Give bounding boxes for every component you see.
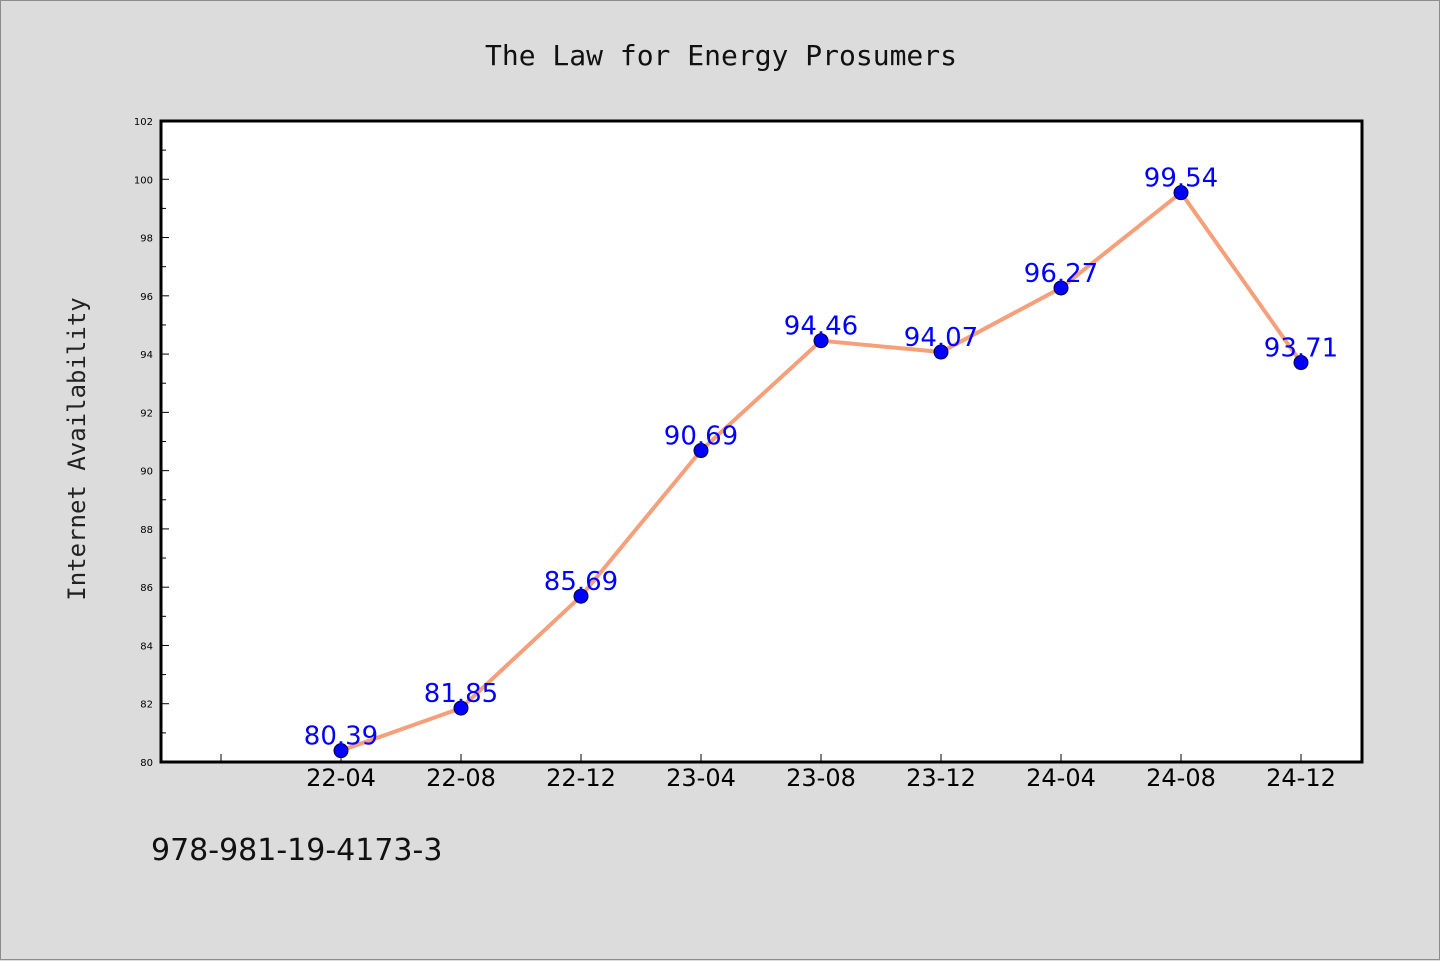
y-tick-label: 96 (140, 292, 153, 303)
x-tick-label: 22-12 (546, 764, 616, 792)
data-label: 85.69 (544, 567, 618, 597)
y-tick-label: 100 (134, 175, 153, 186)
isbn-footer: 978-981-19-4173-3 (151, 833, 443, 868)
y-tick-label: 102 (134, 117, 153, 128)
plot-area (159, 119, 1364, 764)
data-label: 90.69 (664, 422, 738, 452)
y-tick-label: 86 (140, 583, 153, 594)
y-tick-label: 84 (140, 641, 153, 652)
x-tick-label: 23-04 (666, 764, 736, 792)
data-points (333, 185, 1309, 759)
data-label: 93.71 (1264, 334, 1338, 364)
data-point (573, 588, 589, 604)
data-point (1173, 185, 1189, 201)
x-tick-label: 23-08 (786, 764, 856, 792)
data-label: 81.85 (424, 679, 498, 709)
data-labels: 80.39 81.85 85.69 90.69 94.46 94.07 96.27 99.54… (304, 164, 1338, 752)
x-tick-label: 24-08 (1146, 764, 1216, 792)
data-point (1053, 280, 1069, 296)
data-point (693, 443, 709, 459)
data-point (813, 333, 829, 349)
y-axis-label: Internet Availability (63, 297, 91, 600)
data-label: 94.46 (784, 312, 858, 342)
x-tick-label: 22-04 (306, 764, 376, 792)
data-point (1293, 355, 1309, 371)
x-axis-ticks: 22-04 22-08 22-12 23-04 23-08 23-12 24-04 24-08… (220, 754, 1336, 792)
data-point (933, 344, 949, 360)
data-point (333, 743, 349, 759)
chart-title: The Law for Energy Prosumers (485, 39, 957, 72)
x-tick-label: 24-04 (1026, 764, 1096, 792)
x-tick-label: 23-12 (906, 764, 976, 792)
x-tick-label: 22-08 (426, 764, 496, 792)
y-tick-label: 92 (140, 408, 153, 419)
y-axis-ticks: 80 82 84 86 88 90 92 94 96 98 100 102 (134, 117, 169, 769)
data-label: 94.07 (904, 323, 978, 353)
x-tick-label: 24-12 (1266, 764, 1336, 792)
y-tick-label: 88 (140, 525, 153, 536)
data-label: 99.54 (1144, 164, 1218, 194)
y-tick-label: 90 (140, 467, 153, 478)
data-label: 96.27 (1024, 259, 1098, 289)
data-label: 80.39 (304, 722, 378, 752)
y-tick-label: 98 (140, 234, 153, 245)
y-tick-label: 80 (140, 758, 153, 769)
y-tick-label: 82 (140, 700, 153, 711)
data-point (453, 700, 469, 716)
y-tick-label: 94 (140, 350, 153, 361)
